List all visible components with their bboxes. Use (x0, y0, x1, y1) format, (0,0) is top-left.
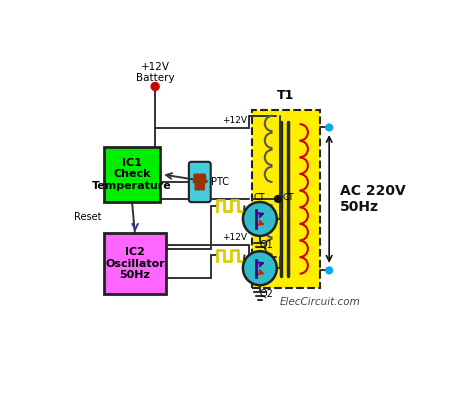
Circle shape (326, 124, 333, 131)
Text: Q1: Q1 (259, 240, 273, 250)
Text: CT: CT (283, 193, 294, 202)
Circle shape (151, 82, 159, 90)
Text: CT: CT (254, 193, 265, 202)
Text: IC1
Check
Temperature: IC1 Check Temperature (92, 158, 172, 191)
Circle shape (274, 196, 281, 202)
Text: PTC: PTC (211, 177, 229, 187)
Circle shape (326, 267, 333, 274)
Text: Q2: Q2 (259, 289, 273, 299)
FancyBboxPatch shape (104, 146, 160, 202)
FancyBboxPatch shape (252, 110, 320, 288)
Text: T1: T1 (277, 89, 295, 102)
Text: Reset: Reset (74, 212, 101, 222)
Text: ElecCircuit.com: ElecCircuit.com (280, 297, 360, 307)
Text: +12V
Battery: +12V Battery (136, 62, 174, 84)
Text: +12V: +12V (223, 233, 247, 242)
FancyBboxPatch shape (104, 233, 166, 294)
Text: +12V: +12V (223, 116, 247, 125)
Text: AC 220V
50Hz: AC 220V 50Hz (340, 184, 406, 214)
FancyBboxPatch shape (189, 162, 211, 202)
Circle shape (243, 251, 277, 285)
Circle shape (243, 202, 277, 236)
Text: IC2
Oscillator
50Hz: IC2 Oscillator 50Hz (105, 247, 165, 280)
